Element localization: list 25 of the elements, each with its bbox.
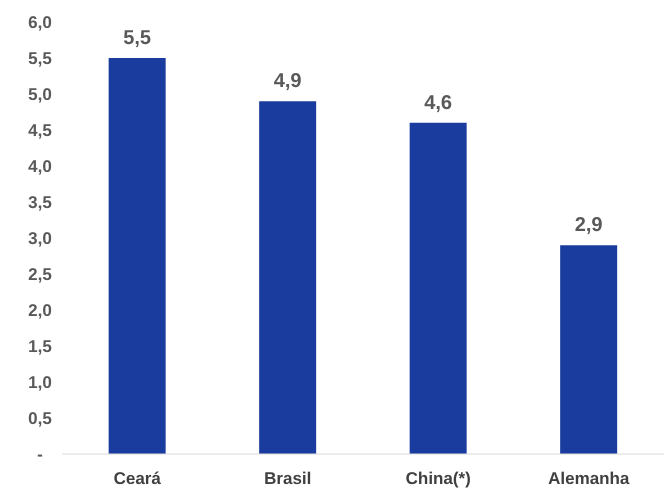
y-tick-label: 5,5 (28, 49, 52, 68)
x-tick-label: Alemanha (548, 469, 630, 488)
y-tick-label: - (37, 445, 43, 464)
data-label: 5,5 (123, 27, 152, 49)
y-tick-label: 1,0 (28, 373, 52, 392)
data-label: 2,9 (574, 214, 603, 236)
bar (560, 245, 618, 454)
bar (259, 101, 316, 454)
x-tick-label: Ceará (114, 469, 162, 488)
y-tick-label: 1,5 (28, 337, 52, 356)
bar (108, 58, 166, 454)
y-tick-label: 0,5 (28, 409, 52, 428)
x-tick-label: China(*) (406, 469, 471, 488)
y-tick-label: 6,0 (28, 13, 52, 32)
y-tick-label: 5,0 (28, 85, 52, 104)
y-tick-label: 3,5 (28, 193, 52, 212)
y-tick-label: 4,0 (28, 157, 52, 176)
x-tick-label: Brasil (264, 469, 312, 488)
data-label: 4,9 (274, 70, 302, 92)
y-tick-label: 2,0 (28, 301, 52, 320)
data-label: 4,6 (424, 92, 452, 114)
y-tick-label: 3,0 (28, 229, 52, 248)
y-tick-label: 2,5 (28, 265, 52, 284)
bar (410, 122, 467, 454)
y-tick-label: 4,5 (28, 121, 52, 140)
